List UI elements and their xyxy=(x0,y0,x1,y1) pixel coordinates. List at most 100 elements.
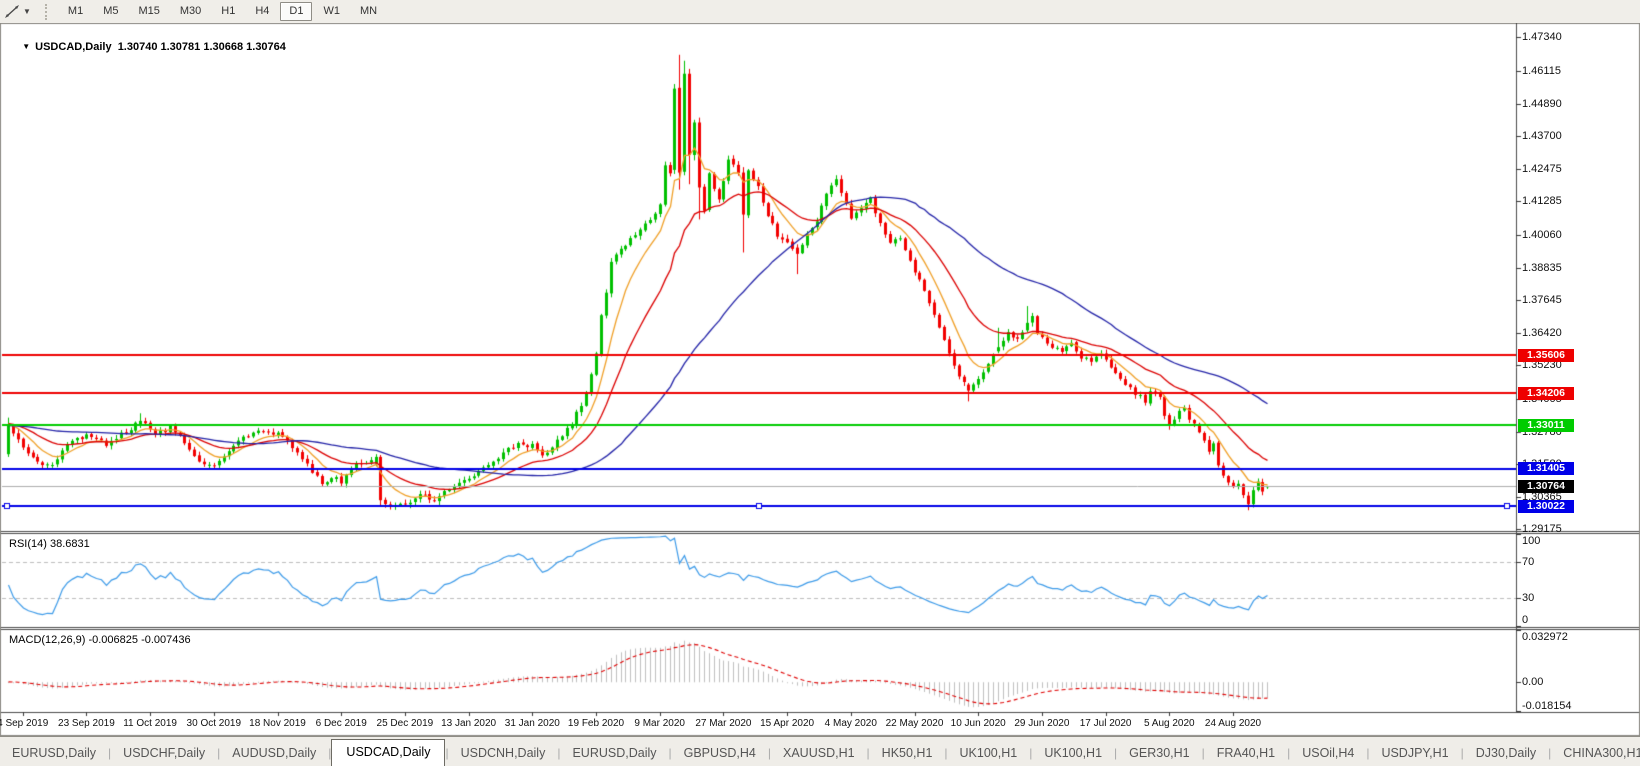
caret-down-icon[interactable]: ▼ xyxy=(23,7,31,16)
date-tick-label: 22 May 2020 xyxy=(885,718,944,729)
hline-price-label: 1.35606 xyxy=(1518,348,1574,362)
tab-separator: | xyxy=(944,746,948,760)
date-tick-label: 25 Dec 2019 xyxy=(376,718,434,729)
price-tick-label: 1.29175 xyxy=(1522,523,1562,536)
tab-uk100-h1[interactable]: UK100,H1 xyxy=(1044,746,1103,760)
tab-hk50-h1[interactable]: HK50,H1 xyxy=(881,746,933,760)
price-chart-canvas[interactable] xyxy=(0,23,1640,736)
price-tick-label: 1.43700 xyxy=(1522,130,1562,143)
trendline-tool-icon xyxy=(5,5,19,18)
timeframe-button-mn[interactable]: MN xyxy=(359,5,378,17)
hline-price-label: 1.34206 xyxy=(1518,386,1574,400)
timeframe-button-m30[interactable]: M30 xyxy=(179,5,202,17)
tab-separator: | xyxy=(1029,746,1033,760)
macd-axis-label: 0.00 xyxy=(1522,676,1544,689)
date-tick-label: 11 Oct 2019 xyxy=(123,718,177,729)
date-tick-label: 9 Mar 2020 xyxy=(634,718,685,729)
tab-usdchf-daily[interactable]: USDCHF,Daily xyxy=(123,746,206,760)
macd-axis-label: -0.018154 xyxy=(1522,700,1572,712)
price-tick-label: 1.40060 xyxy=(1522,228,1562,241)
timeframe-button-m15[interactable]: M15 xyxy=(138,5,160,17)
tab-separator: | xyxy=(557,746,561,760)
date-tick-label: 13 Jan 2020 xyxy=(441,718,497,729)
chart-title: ▼ USDCAD,Daily 1.30740 1.30781 1.30668 1.… xyxy=(10,29,286,65)
timeframe-buttons: M1 M5 M15 M30 H1 H4 D1 W1 MN xyxy=(58,2,387,21)
tab-gbpusd-h4[interactable]: GBPUSD,H4 xyxy=(683,746,756,760)
pane-splitter-rsi[interactable] xyxy=(0,529,1640,534)
date-tick-label: 17 Jul 2020 xyxy=(1079,718,1132,729)
hline-price-label: 1.31405 xyxy=(1518,462,1574,476)
price-tick-label: 1.38835 xyxy=(1522,261,1562,274)
chart-tab-bar: EURUSD,Daily | USDCHF,Daily | AUDUSD,Daily | U… xyxy=(0,736,1640,766)
hline-price-label: 1.30022 xyxy=(1518,499,1574,513)
timeframe-button-m5[interactable]: M5 xyxy=(103,5,119,17)
date-tick-label: 4 May 2020 xyxy=(824,718,877,729)
tab-china300-h1[interactable]: CHINA300,H1 xyxy=(1563,746,1640,760)
tab-usdjpy-h1[interactable]: USDJPY,H1 xyxy=(1381,746,1449,760)
hline-price-label: 1.33011 xyxy=(1518,418,1574,432)
tab-audusd-daily[interactable]: AUDUSD,Daily xyxy=(232,746,317,760)
date-tick-label: 27 Mar 2020 xyxy=(695,718,752,729)
toolbar: ▼ M1 M5 M15 M30 H1 H4 D1 W1 MN xyxy=(0,0,1640,24)
tab-separator: | xyxy=(108,746,112,760)
rsi-level-label: 70 xyxy=(1522,555,1535,568)
price-tick-label: 1.35230 xyxy=(1522,359,1562,372)
current-price-label: 1.30764 xyxy=(1518,479,1574,493)
rsi-level-label: 0 xyxy=(1522,614,1529,626)
timeframe-button-h1[interactable]: H1 xyxy=(221,5,236,17)
toolbar-grip[interactable] xyxy=(44,3,50,20)
tab-usdcnh-daily[interactable]: USDCNH,Daily xyxy=(460,746,546,760)
tab-usdcad-daily[interactable]: USDCAD,Daily xyxy=(331,739,446,766)
tab-usoil-h4[interactable]: USOil,H4 xyxy=(1302,746,1355,760)
date-tick-label: 10 Jun 2020 xyxy=(950,718,1006,729)
tab-eurusd-daily[interactable]: EURUSD,Daily xyxy=(572,746,657,760)
price-tick-label: 1.41285 xyxy=(1522,195,1562,208)
price-tick-label: 1.37645 xyxy=(1522,293,1562,306)
tab-separator: | xyxy=(445,746,449,760)
timeframe-button-h4[interactable]: H4 xyxy=(255,5,270,17)
price-tick-label: 1.42475 xyxy=(1522,163,1562,176)
macd-axis-label: 0.032972 xyxy=(1522,631,1568,643)
trendline-tool-button[interactable]: ▼ xyxy=(0,0,35,23)
timeframe-button-w1[interactable]: W1 xyxy=(323,5,340,17)
tab-separator: | xyxy=(1114,746,1118,760)
tab-separator: | xyxy=(1287,746,1291,760)
date-tick-label: 4 Sep 2019 xyxy=(0,718,49,729)
tab-separator: | xyxy=(668,746,672,760)
tab-fra40-h1[interactable]: FRA40,H1 xyxy=(1216,746,1276,760)
date-tick-label: 6 Dec 2019 xyxy=(315,718,367,729)
tab-separator: | xyxy=(1460,746,1464,760)
tab-separator: | xyxy=(1548,746,1552,760)
chart-symbol-period: USDCAD,Daily xyxy=(35,41,112,53)
tab-uk100-h1[interactable]: UK100,H1 xyxy=(959,746,1018,760)
tab-dj30-daily[interactable]: DJ30,Daily xyxy=(1475,746,1537,760)
tab-separator: | xyxy=(217,746,221,760)
price-tick-label: 1.36420 xyxy=(1522,327,1562,340)
price-tick-label: 1.46115 xyxy=(1522,64,1561,77)
tab-separator: | xyxy=(1201,746,1205,760)
tab-ger30-h1[interactable]: GER30,H1 xyxy=(1129,746,1190,760)
pane-splitter-macd[interactable] xyxy=(0,625,1640,630)
tab-separator: | xyxy=(866,746,870,760)
tab-separator: | xyxy=(1366,746,1370,760)
price-tick-label: 1.47340 xyxy=(1522,31,1562,44)
timeframe-button-m1[interactable]: M1 xyxy=(67,5,84,17)
date-tick-label: 18 Nov 2019 xyxy=(249,718,306,729)
rsi-indicator-label: RSI(14) 38.6831 xyxy=(9,538,90,550)
chart-menu-icon[interactable]: ▼ xyxy=(22,42,31,51)
timeframe-button-d1[interactable]: D1 xyxy=(280,2,313,21)
tab-separator: | xyxy=(328,746,332,760)
tab-xauusd-h1[interactable]: XAUUSD,H1 xyxy=(783,746,855,760)
tab-eurusd-daily[interactable]: EURUSD,Daily xyxy=(12,746,97,760)
date-tick-label: 30 Oct 2019 xyxy=(186,718,242,729)
date-tick-label: 29 Jun 2020 xyxy=(1014,718,1070,729)
date-tick-label: 24 Aug 2020 xyxy=(1204,718,1262,729)
chart-window: ▼ USDCAD,Daily 1.30740 1.30781 1.30668 1.… xyxy=(0,23,1640,736)
date-tick-label: 19 Feb 2020 xyxy=(567,718,625,729)
date-tick-label: 15 Apr 2020 xyxy=(760,718,815,729)
tab-separator: | xyxy=(767,746,771,760)
rsi-level-label: 100 xyxy=(1522,535,1541,547)
ohlc-readout: 1.30740 1.30781 1.30668 1.30764 xyxy=(117,41,286,53)
date-tick-label: 23 Sep 2019 xyxy=(58,718,115,729)
